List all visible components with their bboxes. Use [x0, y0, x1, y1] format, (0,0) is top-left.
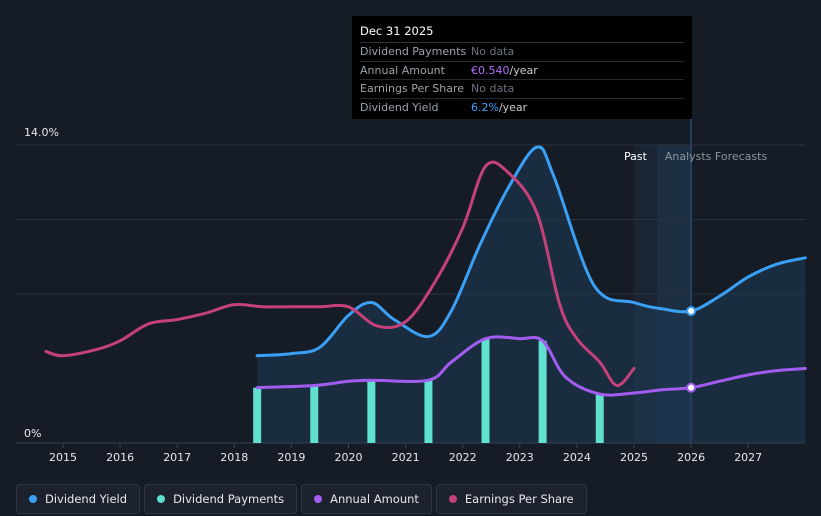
annual-amount-line [255, 335, 807, 397]
x-tick-label: 2027 [734, 451, 762, 464]
x-tick-label: 2024 [563, 451, 591, 464]
x-tick-label: 2020 [335, 451, 363, 464]
legend-dot-icon [157, 495, 166, 503]
tooltip-unit: /year [509, 63, 538, 77]
x-tick-label: 2025 [620, 451, 648, 464]
forecast-label: Analysts Forecasts [665, 150, 768, 163]
x-tick-label: 2015 [49, 451, 77, 464]
tooltip-title: Dec 31 2025 [360, 22, 684, 43]
legend-label: Earnings Per Share [464, 492, 574, 506]
tooltip-unit: /year [498, 100, 528, 114]
chart-legend: Dividend Yield Dividend Payments Annual … [16, 484, 587, 514]
dividend-payment-bar [595, 394, 604, 443]
legend-item-dividend-payments[interactable]: Dividend Payments [144, 484, 298, 514]
tooltip-row-dividend-payments: Dividend Payments No data [360, 43, 684, 62]
dividend-payment-bar [310, 385, 319, 443]
dividend-payment-bar [538, 340, 547, 443]
x-tick-label: 2017 [163, 451, 191, 464]
earnings-per-share-line [44, 160, 636, 388]
dividend-chart: 14.0% 0% Past Analysts Forecasts 2015 2016 201… [16, 119, 807, 464]
dividend-yield-line [255, 145, 807, 358]
x-tick-label: 2019 [277, 451, 305, 464]
legend-dot-icon [314, 495, 323, 503]
tooltip-value: €0.540 [471, 63, 510, 77]
chart-tooltip: Dec 31 2025 Dividend Payments No data An… [352, 16, 692, 119]
x-tick-label: 2016 [106, 451, 134, 464]
tooltip-label: Earnings Per Share [360, 82, 465, 95]
legend-item-annual-amount[interactable]: Annual Amount [301, 484, 432, 514]
dividend-payment-bar [481, 338, 490, 443]
legend-label: Dividend Payments [173, 492, 285, 506]
tooltip-label: Dividend Payments [360, 45, 467, 58]
y-axis-label-max: 14.0% [24, 126, 59, 139]
y-axis-label-min: 0% [24, 427, 41, 440]
x-tick-label: 2022 [449, 451, 477, 464]
legend-item-earnings-per-share[interactable]: Earnings Per Share [435, 484, 587, 514]
tooltip-label: Dividend Yield [360, 100, 439, 114]
dividend-payment-bar [367, 380, 376, 443]
x-tick-label: 2021 [392, 451, 420, 464]
tooltip-row-dividend-yield: Dividend Yield 6.2%/year [360, 99, 684, 117]
x-tick-label: 2018 [220, 451, 248, 464]
x-tick-label: 2023 [506, 451, 534, 464]
tooltip-value: No data [471, 82, 515, 95]
dividend-payment-bar [253, 387, 262, 443]
tooltip-row-annual-amount: Annual Amount €0.540/year [360, 62, 684, 80]
tooltip-value: 6.2% [471, 100, 499, 114]
tooltip-row-earnings-per-share: Earnings Per Share No data [360, 80, 684, 99]
legend-item-dividend-yield[interactable]: Dividend Yield [16, 484, 141, 514]
legend-label: Annual Amount [330, 492, 419, 506]
past-label: Past [624, 150, 648, 163]
tooltip-label: Annual Amount [360, 63, 445, 77]
legend-dot-icon [448, 495, 457, 503]
legend-label: Dividend Yield [45, 492, 128, 506]
dividend-yield-area [257, 146, 806, 443]
annual-amount-marker [686, 382, 697, 393]
legend-dot-icon [29, 495, 37, 503]
dividend-yield-marker [686, 306, 697, 317]
dividend-payment-bar [424, 380, 433, 443]
tooltip-value: No data [471, 45, 515, 58]
x-tick-label: 2026 [677, 451, 705, 464]
